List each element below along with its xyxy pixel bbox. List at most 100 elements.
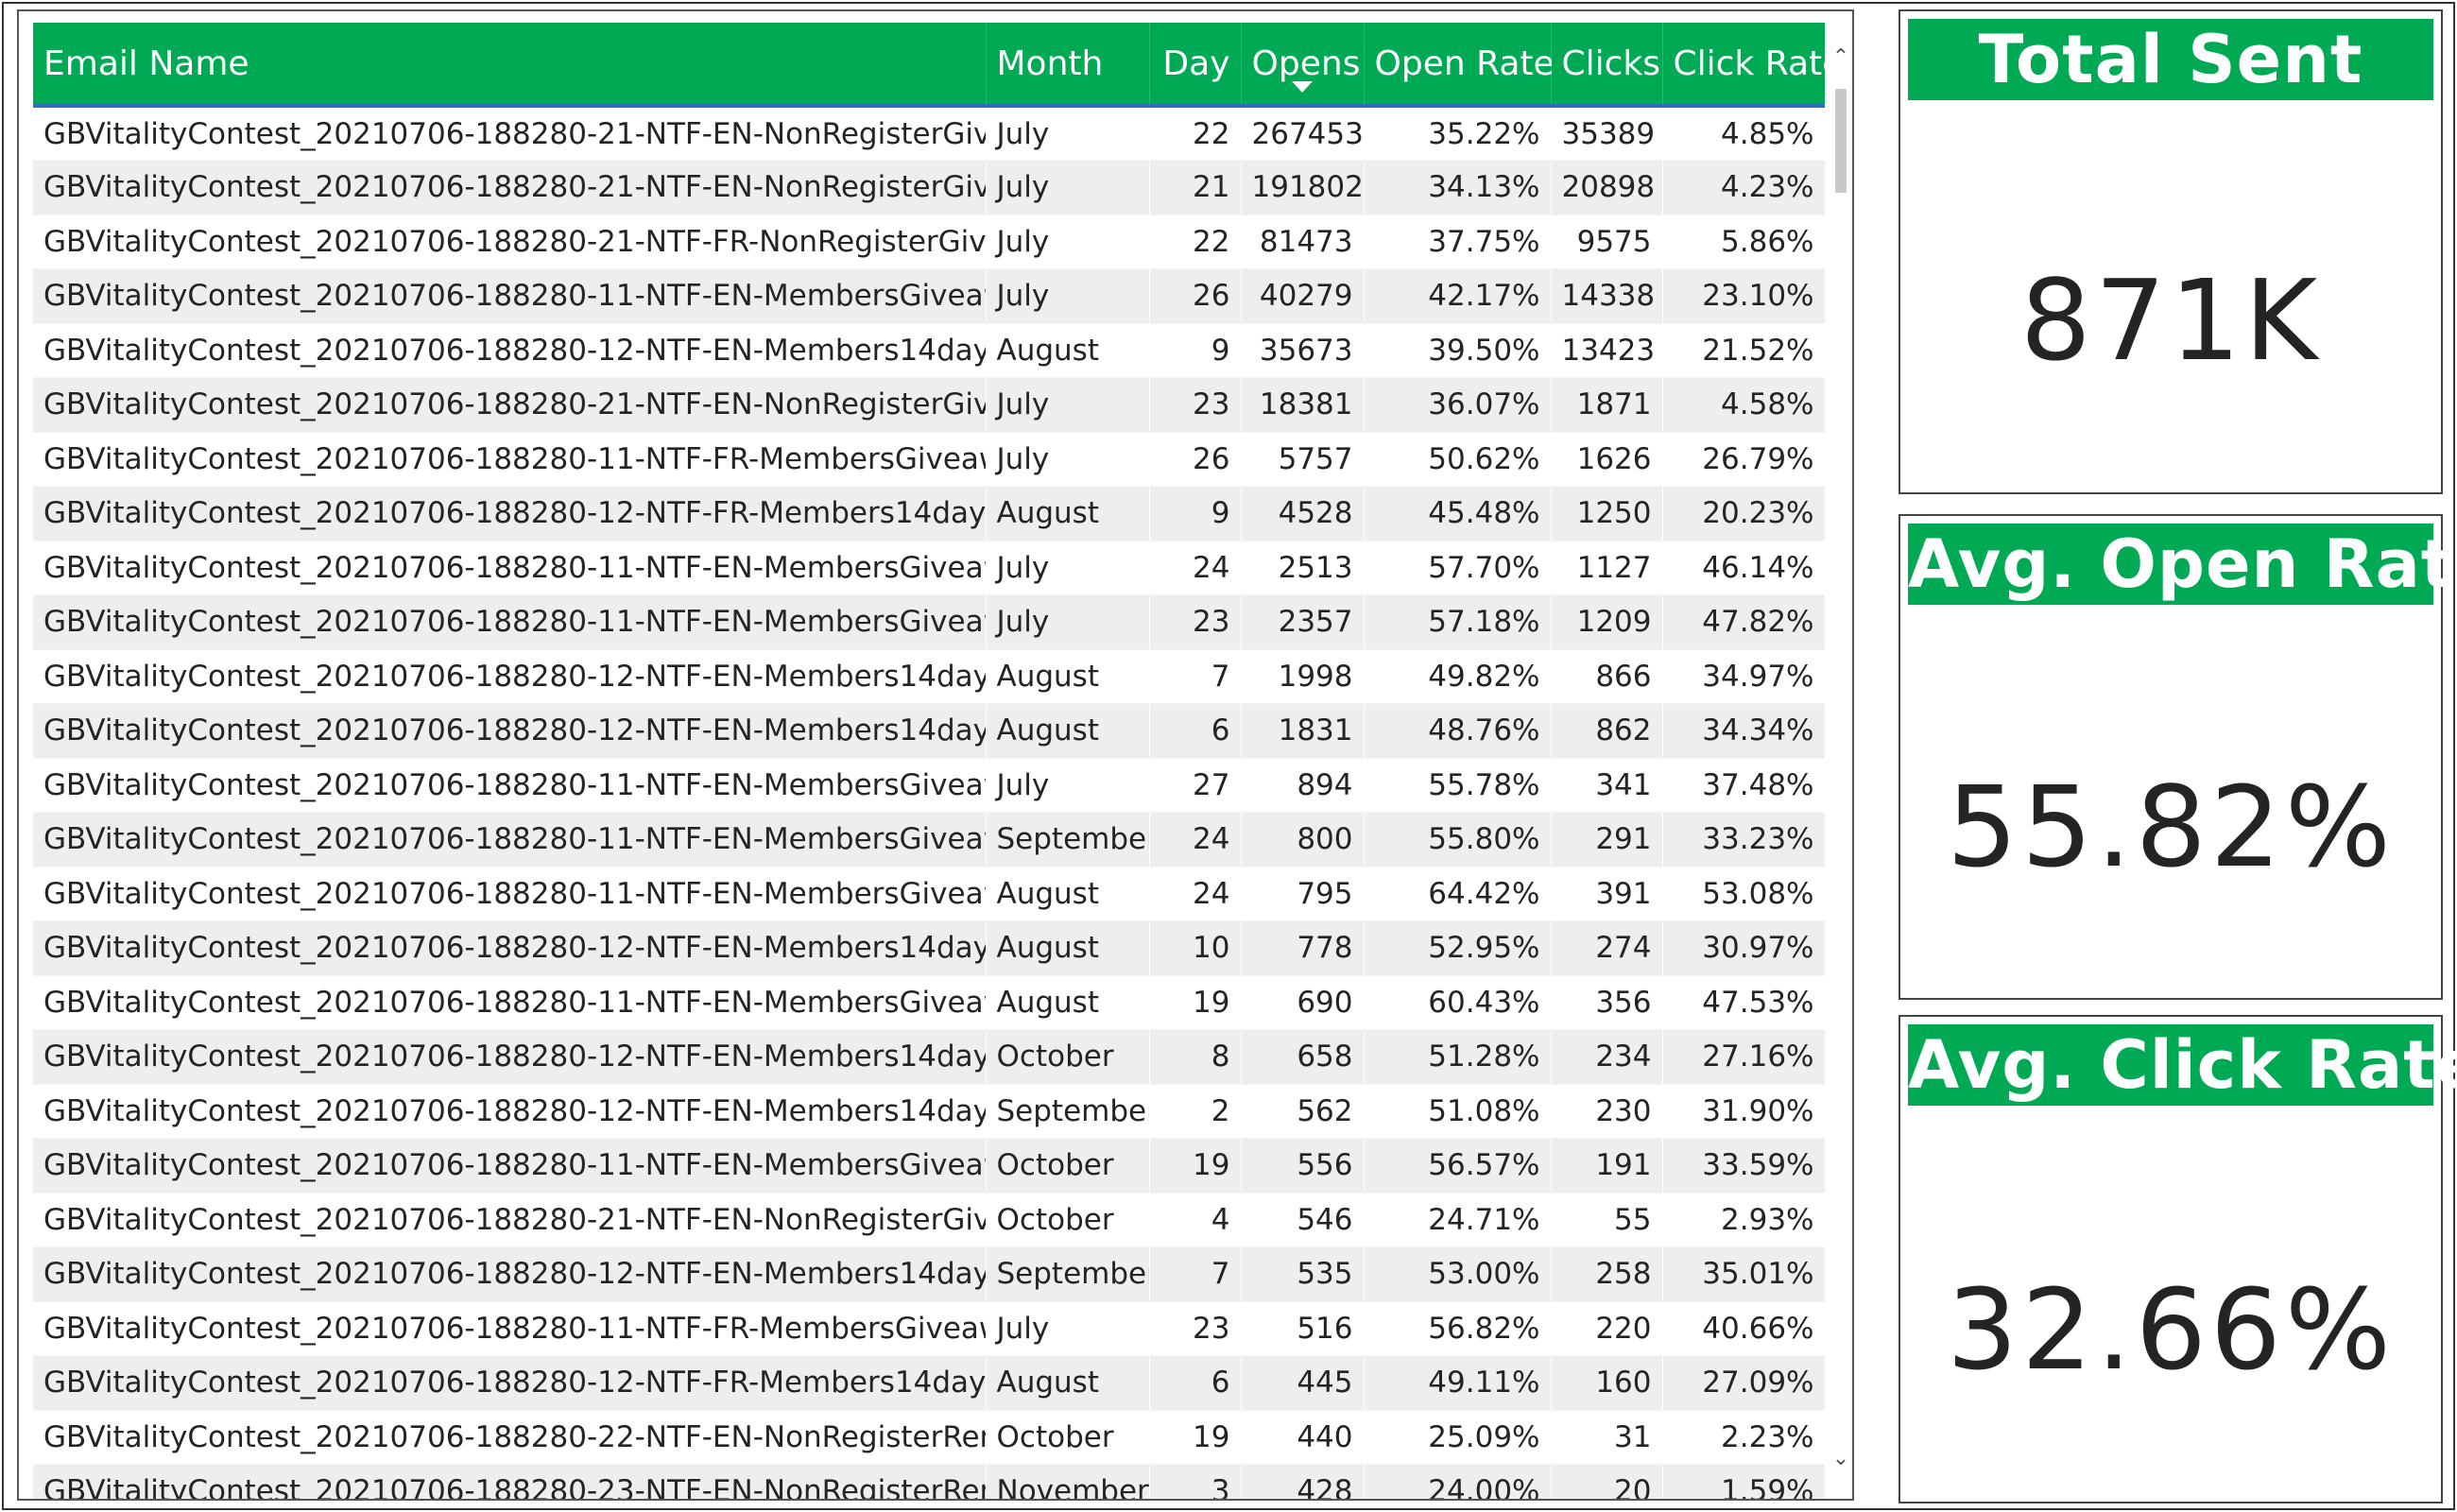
table-row[interactable]: GBVitalityContest_20210706-188280-12-NTF… — [33, 486, 1825, 541]
cell-month: July — [986, 1301, 1150, 1356]
table-row[interactable]: GBVitalityContest_20210706-188280-11-NTF… — [33, 1138, 1825, 1194]
table-row[interactable]: GBVitalityContest_20210706-188280-21-NTF… — [33, 1193, 1825, 1247]
cell-click-rate: 2.93% — [1662, 1193, 1825, 1247]
cell-clicks: 55 — [1551, 1193, 1663, 1247]
table-row[interactable]: GBVitalityContest_20210706-188280-11-NTF… — [33, 268, 1825, 324]
cell-email-name: GBVitalityContest_20210706-188280-21-NTF… — [33, 377, 987, 433]
cell-email-name: GBVitalityContest_20210706-188280-23-NTF… — [33, 1464, 987, 1499]
cell-month: July — [986, 432, 1150, 487]
table-row[interactable]: GBVitalityContest_20210706-188280-21-NTF… — [33, 377, 1825, 433]
card-title: Avg. Click Rate — [1908, 1024, 2457, 1106]
cell-day: 4 — [1149, 1193, 1242, 1247]
avg-click-rate-card: Avg. Click Rate 32.66% — [1899, 1015, 2457, 1503]
table-row[interactable]: GBVitalityContest_20210706-188280-11-NTF… — [33, 867, 1825, 921]
scrollbar-thumb[interactable] — [1835, 89, 1847, 193]
cell-opens: 535 — [1241, 1246, 1365, 1302]
cell-opens: 795 — [1241, 867, 1365, 921]
cell-month: October — [986, 1410, 1150, 1465]
cell-click-rate: 30.97% — [1662, 920, 1825, 976]
cell-opens: 562 — [1241, 1084, 1365, 1139]
cell-day: 27 — [1149, 758, 1242, 813]
card-title: Avg. Open Rate — [1908, 524, 2457, 605]
cell-email-name: GBVitalityContest_20210706-188280-11-NTF… — [33, 975, 987, 1030]
cell-month: August — [986, 703, 1150, 759]
column-header-open-rate[interactable]: Open Rate — [1364, 23, 1555, 106]
email-table: Email Name Month Day Opens Open Rate Clicks Cl… — [33, 23, 1825, 1499]
table-row[interactable]: GBVitalityContest_20210706-188280-22-NTF… — [33, 1410, 1825, 1465]
cell-month: November — [986, 1464, 1150, 1499]
column-header-clicks[interactable]: Clicks — [1551, 23, 1663, 106]
cell-opens: 4528 — [1241, 486, 1365, 541]
cell-month: August — [986, 486, 1150, 541]
table-row[interactable]: GBVitalityContest_20210706-188280-11-NTF… — [33, 541, 1825, 595]
cell-click-rate: 34.97% — [1662, 649, 1825, 704]
cell-day: 23 — [1149, 1301, 1242, 1356]
cell-click-rate: 47.82% — [1662, 594, 1825, 650]
table-row[interactable]: GBVitalityContest_20210706-188280-12-NTF… — [33, 323, 1825, 378]
cell-opens: 40279 — [1241, 268, 1365, 324]
cell-clicks: 1127 — [1551, 541, 1663, 595]
cell-day: 24 — [1149, 812, 1242, 868]
column-header-day[interactable]: Day — [1149, 23, 1242, 106]
vertical-scrollbar[interactable]: ⌃ ⌄ — [1830, 23, 1852, 1497]
cell-day: 9 — [1149, 323, 1242, 378]
cell-clicks: 13423 — [1551, 323, 1663, 378]
cell-day: 7 — [1149, 649, 1242, 704]
cell-email-name: GBVitalityContest_20210706-188280-12-NTF… — [33, 703, 987, 759]
column-header-label: Day — [1162, 43, 1230, 83]
cell-open-rate: 57.18% — [1364, 594, 1552, 650]
column-header-opens[interactable]: Opens — [1241, 23, 1365, 106]
table-row[interactable]: GBVitalityContest_20210706-188280-23-NTF… — [33, 1464, 1825, 1499]
table-row[interactable]: GBVitalityContest_20210706-188280-12-NTF… — [33, 1084, 1825, 1139]
email-table-visual[interactable]: Email Name Month Day Opens Open Rate Clicks Cl… — [17, 9, 1854, 1501]
cell-open-rate: 49.11% — [1364, 1355, 1552, 1411]
cell-day: 23 — [1149, 594, 1242, 650]
cell-opens: 516 — [1241, 1301, 1365, 1356]
table-row[interactable]: GBVitalityContest_20210706-188280-11-NTF… — [33, 975, 1825, 1030]
table-row[interactable]: GBVitalityContest_20210706-188280-21-NTF… — [33, 215, 1825, 269]
table-row[interactable]: GBVitalityContest_20210706-188280-11-NTF… — [33, 432, 1825, 487]
column-header-label: Click Rate — [1673, 43, 1826, 83]
table-row[interactable]: GBVitalityContest_20210706-188280-11-NTF… — [33, 1301, 1825, 1356]
cell-email-name: GBVitalityContest_20210706-188280-11-NTF… — [33, 1301, 987, 1356]
table-row[interactable]: GBVitalityContest_20210706-188280-11-NTF… — [33, 758, 1825, 813]
cell-month: July — [986, 268, 1150, 324]
cell-month: July — [986, 541, 1150, 595]
cell-click-rate: 27.09% — [1662, 1355, 1825, 1411]
cell-day: 26 — [1149, 268, 1242, 324]
table-row[interactable]: GBVitalityContest_20210706-188280-21-NTF… — [33, 106, 1825, 161]
cell-click-rate: 53.08% — [1662, 867, 1825, 921]
column-header-email-name[interactable]: Email Name — [33, 23, 987, 106]
cell-open-rate: 25.09% — [1364, 1410, 1552, 1465]
column-header-label: Clicks — [1561, 43, 1661, 83]
cell-click-rate: 5.86% — [1662, 215, 1825, 269]
column-header-click-rate[interactable]: Click Rate — [1662, 23, 1825, 106]
cell-click-rate: 21.52% — [1662, 323, 1825, 378]
cell-clicks: 220 — [1551, 1301, 1663, 1356]
chevron-up-icon[interactable]: ⌃ — [1831, 45, 1850, 69]
cell-open-rate: 37.75% — [1364, 215, 1552, 269]
cell-day: 10 — [1149, 920, 1242, 976]
sort-descending-icon[interactable] — [1292, 81, 1313, 93]
table-row[interactable]: GBVitalityContest_20210706-188280-11-NTF… — [33, 594, 1825, 650]
table-scroll-area[interactable]: Email Name Month Day Opens Open Rate Clicks Cl… — [33, 23, 1825, 1499]
cell-click-rate: 23.10% — [1662, 268, 1825, 324]
card-value: 871K — [2019, 255, 2322, 386]
table-row[interactable]: GBVitalityContest_20210706-188280-12-NTF… — [33, 703, 1825, 759]
table-row[interactable]: GBVitalityContest_20210706-188280-12-NTF… — [33, 920, 1825, 976]
cell-opens: 556 — [1241, 1138, 1365, 1194]
cell-clicks: 9575 — [1551, 215, 1663, 269]
cell-open-rate: 48.76% — [1364, 703, 1552, 759]
column-header-month[interactable]: Month — [986, 23, 1150, 106]
table-row[interactable]: GBVitalityContest_20210706-188280-12-NTF… — [33, 1246, 1825, 1302]
cell-month: July — [986, 377, 1150, 433]
chevron-down-icon[interactable]: ⌄ — [1831, 1447, 1850, 1470]
cell-email-name: GBVitalityContest_20210706-188280-11-NTF… — [33, 1138, 987, 1194]
cell-click-rate: 35.01% — [1662, 1246, 1825, 1302]
table-row[interactable]: GBVitalityContest_20210706-188280-12-NTF… — [33, 1355, 1825, 1411]
table-row[interactable]: GBVitalityContest_20210706-188280-21-NTF… — [33, 160, 1825, 215]
table-row[interactable]: GBVitalityContest_20210706-188280-12-NTF… — [33, 649, 1825, 704]
table-row[interactable]: GBVitalityContest_20210706-188280-12-NTF… — [33, 1029, 1825, 1085]
cell-month: August — [986, 867, 1150, 921]
table-row[interactable]: GBVitalityContest_20210706-188280-11-NTF… — [33, 812, 1825, 868]
